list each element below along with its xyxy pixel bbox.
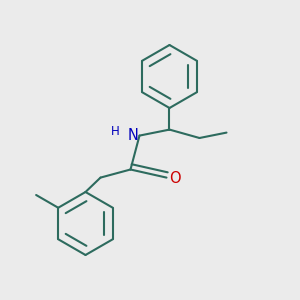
Text: O: O (169, 171, 181, 186)
Text: N: N (128, 128, 139, 143)
Text: H: H (111, 125, 120, 139)
